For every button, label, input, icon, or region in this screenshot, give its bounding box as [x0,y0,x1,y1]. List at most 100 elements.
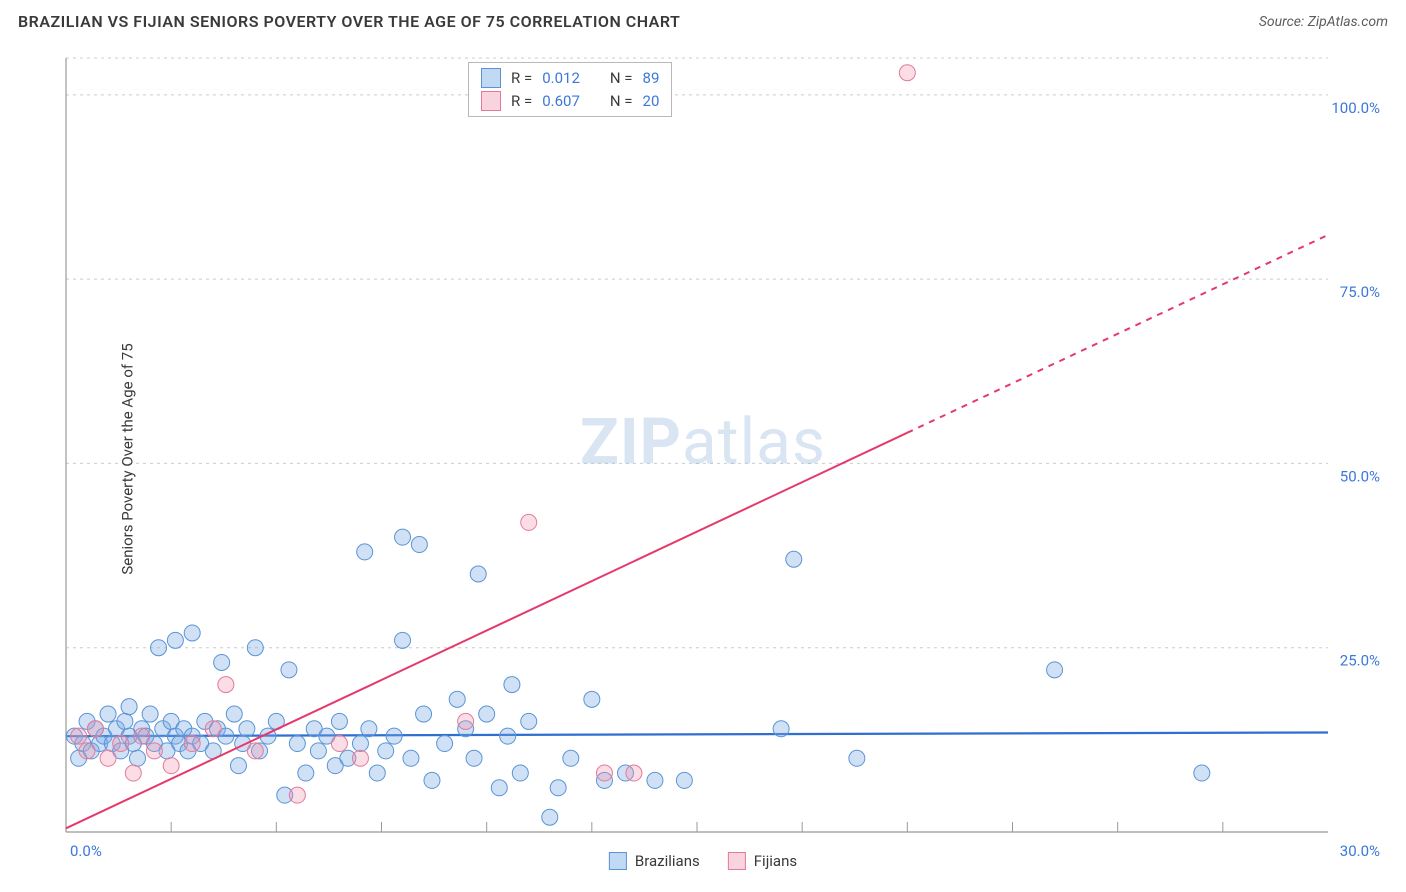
point-fijians [521,514,537,530]
point-brazilians [214,654,230,670]
source-prefix: Source: [1259,14,1308,30]
stats-row-brazilians: R = 0.012 N = 89 [481,67,659,90]
point-brazilians [584,691,600,707]
r-value: 0.012 [542,67,580,90]
point-brazilians [167,632,183,648]
point-fijians [247,743,263,759]
point-brazilians [521,713,537,729]
point-brazilians [100,706,116,722]
point-brazilians [331,713,347,729]
point-brazilians [1047,662,1063,678]
point-brazilians [479,706,495,722]
point-brazilians [437,736,453,752]
point-brazilians [117,713,133,729]
point-fijians [100,750,116,766]
point-brazilians [1194,765,1210,781]
point-brazilians [378,743,394,759]
point-brazilians [130,750,146,766]
point-brazilians [239,721,255,737]
point-brazilians [403,750,419,766]
legend-swatch-icon [481,91,501,111]
point-brazilians [647,772,663,788]
point-fijians [289,787,305,803]
point-brazilians [352,736,368,752]
point-brazilians [500,728,516,744]
legend-item-fijians: Fijians [728,852,797,870]
point-brazilians [247,640,263,656]
legend-swatch-icon [481,68,501,88]
point-fijians [331,736,347,752]
y-tick-label: 75.0% [1340,283,1380,301]
point-brazilians [121,699,137,715]
point-fijians [87,721,103,737]
correlation-stats-box: R = 0.012 N = 89 R = 0.607 N = 20 [468,62,672,117]
y-tick-label: 25.0% [1340,652,1380,670]
x-origin-label: 0.0% [70,842,102,860]
point-brazilians [411,537,427,553]
point-brazilians [395,529,411,545]
point-fijians [596,765,612,781]
point-fijians [113,736,129,752]
trend-line-brazilians [66,732,1328,736]
source-name: ZipAtlas.com [1308,14,1388,30]
point-brazilians [542,809,558,825]
point-brazilians [416,706,432,722]
chart-container: Seniors Poverty Over the Age of 75 25.0%… [18,44,1388,874]
n-label: N = [610,90,633,113]
point-brazilians [151,640,167,656]
point-fijians [352,750,368,766]
point-brazilians [226,706,242,722]
point-brazilians [369,765,385,781]
point-brazilians [449,691,465,707]
chart-title: BRAZILIAN VS FIJIAN SENIORS POVERTY OVER… [18,12,680,31]
point-brazilians [289,736,305,752]
point-brazilians [676,772,692,788]
point-brazilians [550,780,566,796]
legend-label: Fijians [754,852,797,870]
n-value: 89 [643,67,660,90]
point-brazilians [230,758,246,774]
n-label: N = [610,67,633,90]
legend-bottom: Brazilians Fijians [609,852,797,870]
point-fijians [205,721,221,737]
point-brazilians [491,780,507,796]
n-value: 20 [643,90,660,113]
point-brazilians [466,750,482,766]
y-tick-label: 100.0% [1331,99,1380,117]
point-brazilians [424,772,440,788]
point-fijians [125,765,141,781]
source-attribution: Source: ZipAtlas.com [1259,14,1388,30]
point-fijians [184,736,200,752]
y-tick-label: 50.0% [1340,467,1380,485]
point-brazilians [298,765,314,781]
point-brazilians [563,750,579,766]
point-brazilians [281,662,297,678]
point-brazilians [361,721,377,737]
point-brazilians [512,765,528,781]
point-brazilians [504,677,520,693]
point-fijians [79,743,95,759]
point-brazilians [386,728,402,744]
x-end-label: 30.0% [1340,842,1380,860]
point-fijians [163,758,179,774]
point-fijians [218,677,234,693]
stats-row-fijians: R = 0.607 N = 20 [481,90,659,113]
point-brazilians [184,625,200,641]
point-brazilians [395,632,411,648]
header: BRAZILIAN VS FIJIAN SENIORS POVERTY OVER… [0,0,1406,39]
r-label: R = [511,90,532,113]
y-axis-label: Seniors Poverty Over the Age of 75 [119,343,137,574]
point-brazilians [470,566,486,582]
point-fijians [899,65,915,81]
legend-item-brazilians: Brazilians [609,852,700,870]
point-fijians [458,713,474,729]
point-fijians [134,728,150,744]
legend-swatch-icon [728,852,746,870]
r-label: R = [511,67,532,90]
legend-label: Brazilians [635,852,700,870]
point-brazilians [786,551,802,567]
point-brazilians [357,544,373,560]
r-value: 0.607 [542,90,580,113]
point-fijians [146,743,162,759]
point-fijians [71,728,87,744]
